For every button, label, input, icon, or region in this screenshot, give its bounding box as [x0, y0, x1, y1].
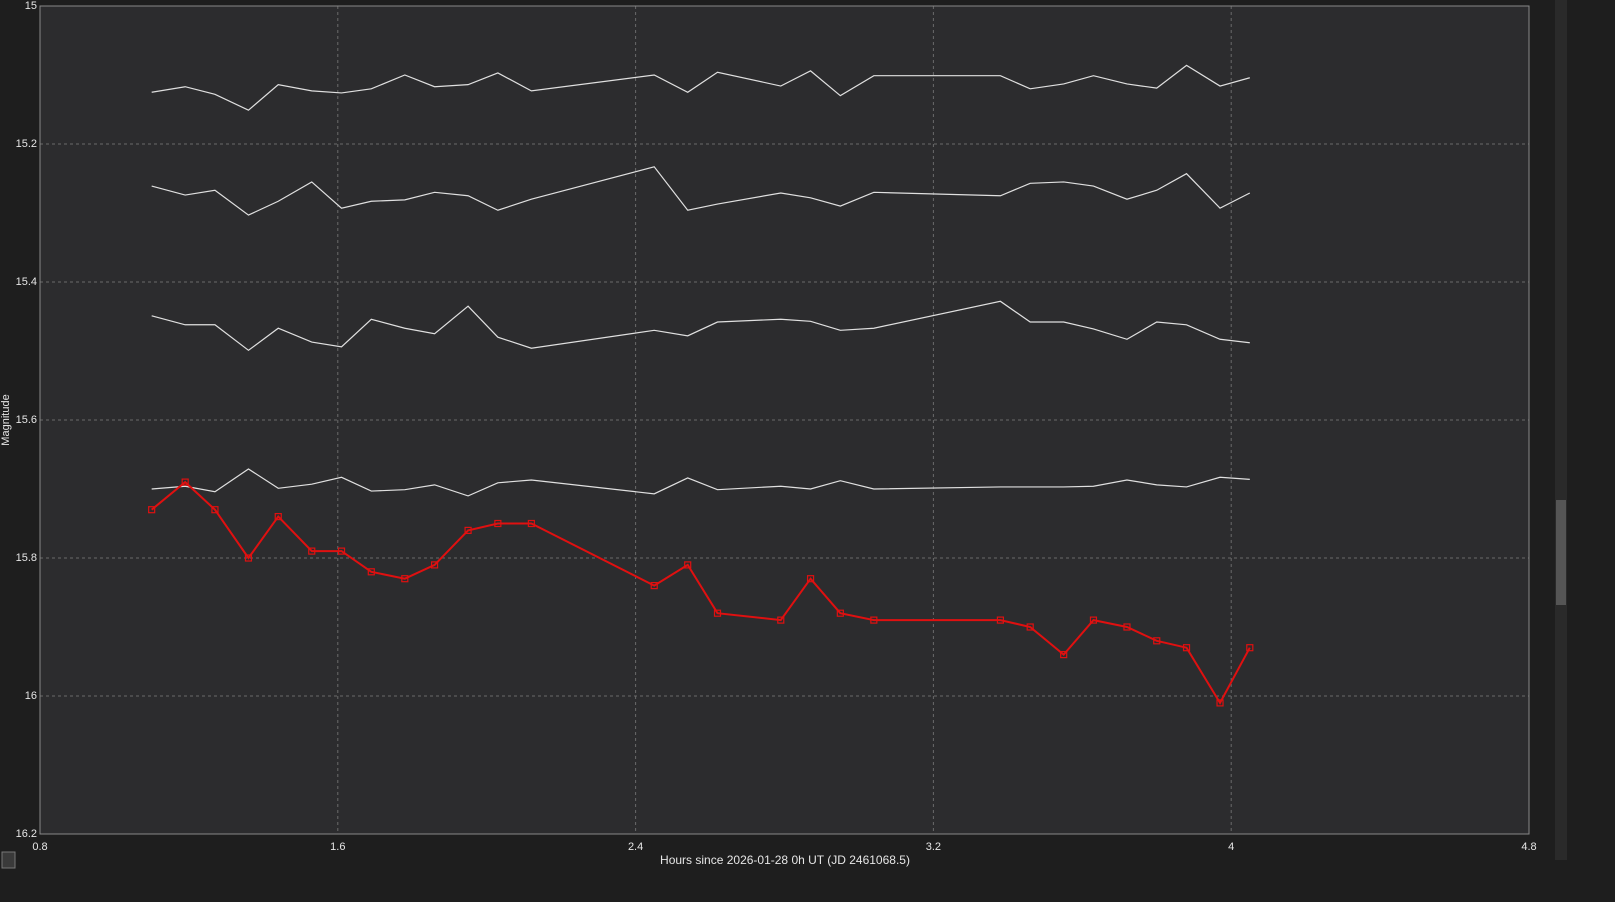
- data-point: [494, 519, 502, 528]
- x-tick-label: 3.2: [926, 841, 941, 853]
- data-point: [211, 506, 219, 514]
- data-point: [1153, 637, 1161, 645]
- data-point: [148, 506, 156, 514]
- data-point: [996, 616, 1005, 624]
- y-tick-label: 16: [25, 690, 37, 702]
- data-point: [367, 568, 375, 576]
- x-tick-label: 4.8: [1521, 841, 1536, 853]
- x-axis-title: Hours since 2026-01-28 0h UT (JD 2461068…: [660, 853, 910, 867]
- x-tick-label: 4: [1228, 841, 1234, 853]
- y-tick-label: 15.8: [16, 552, 37, 564]
- data-point: [274, 512, 282, 521]
- data-point: [527, 519, 535, 528]
- series-line: [151, 64, 1250, 111]
- data-point: [1060, 650, 1068, 659]
- y-axis-title: Magnitude: [0, 394, 12, 445]
- data-point: [806, 575, 815, 583]
- plot-border: [39, 5, 1530, 835]
- data-point: [836, 609, 844, 617]
- x-tick-label: 0.8: [32, 841, 47, 853]
- data-point: [308, 547, 316, 555]
- data-point: [1182, 644, 1191, 652]
- x-tick-label: 1.6: [330, 841, 345, 853]
- y-tick-label: 15: [25, 0, 37, 12]
- x-tick-label: 2.4: [628, 841, 643, 853]
- data-point: [337, 547, 346, 555]
- data-point: [870, 616, 878, 624]
- scrollbar[interactable]: [1555, 0, 1567, 860]
- data-point: [430, 561, 439, 569]
- series-line: [151, 166, 1251, 216]
- series-line: [151, 300, 1250, 352]
- data-point: [1246, 644, 1254, 652]
- data-point: [401, 575, 409, 583]
- data-point: [713, 609, 722, 617]
- series-line: [151, 468, 1250, 497]
- data-point: [181, 478, 189, 486]
- y-tick-label: 15.2: [16, 138, 37, 150]
- y-tick-label: 16.2: [16, 828, 37, 840]
- data-point: [650, 581, 658, 590]
- data-point: [464, 526, 472, 535]
- data-point: [244, 554, 253, 562]
- series-line: [151, 480, 1251, 705]
- y-tick-label: 15.4: [16, 276, 37, 288]
- data-point: [1026, 623, 1034, 631]
- data-point: [1216, 699, 1224, 707]
- data-point: [1089, 616, 1098, 624]
- scrollbar-thumb[interactable]: [1556, 500, 1566, 605]
- data-point: [1123, 623, 1131, 631]
- corner-button[interactable]: [1, 851, 16, 869]
- data-point: [777, 616, 785, 624]
- data-point: [684, 561, 692, 569]
- y-tick-label: 15.6: [16, 414, 37, 426]
